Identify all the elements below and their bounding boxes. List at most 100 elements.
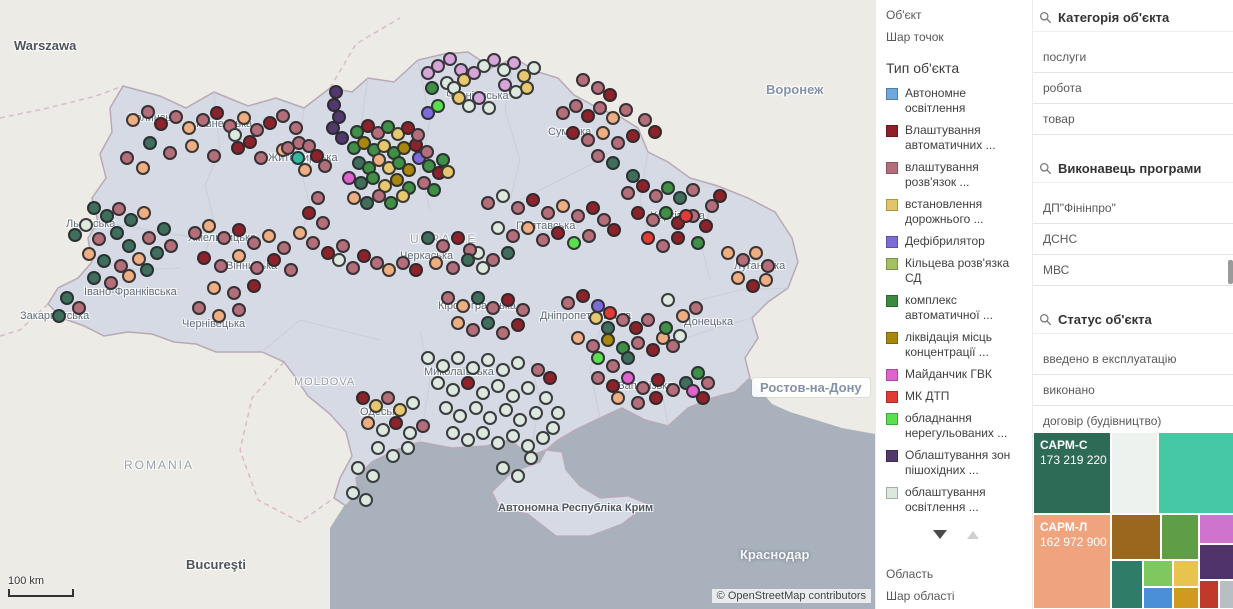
filter-value-row[interactable]: введено в експлуатацію [1033, 344, 1233, 375]
treemap-block[interactable] [1219, 580, 1233, 609]
legend-item[interactable]: встановлення дорожнього ... [886, 197, 1026, 227]
map-point[interactable] [429, 256, 443, 270]
map-point[interactable] [456, 299, 470, 313]
map-point[interactable] [441, 291, 455, 305]
map-point[interactable] [521, 381, 535, 395]
treemap-block[interactable] [1199, 544, 1233, 580]
map-point[interactable] [699, 219, 713, 233]
map-point[interactable] [551, 226, 565, 240]
map-point[interactable] [228, 128, 242, 142]
map-point[interactable] [396, 189, 410, 203]
filter-value-row[interactable]: договір (будівництво) [1033, 406, 1233, 437]
map-point[interactable] [411, 128, 425, 142]
map-point[interactable] [316, 216, 330, 230]
scroll-down-icon[interactable] [933, 530, 947, 539]
legend-item[interactable]: комплекс автоматичної ... [886, 293, 1026, 323]
map-point[interactable] [446, 261, 460, 275]
map-point[interactable] [511, 469, 525, 483]
search-icon[interactable] [1039, 162, 1052, 175]
map-point[interactable] [136, 161, 150, 175]
map-point[interactable] [611, 136, 625, 150]
map-point[interactable] [237, 111, 251, 125]
map-point[interactable] [691, 366, 705, 380]
map-point[interactable] [591, 371, 605, 385]
map-point[interactable] [629, 321, 643, 335]
legend-item[interactable]: МК ДТП [886, 389, 1026, 404]
map-point[interactable] [87, 201, 101, 215]
map-point[interactable] [87, 271, 101, 285]
map-point[interactable] [606, 111, 620, 125]
map-point[interactable] [638, 113, 652, 127]
map-point[interactable] [306, 236, 320, 250]
map-point[interactable] [591, 351, 605, 365]
map-point[interactable] [476, 386, 490, 400]
map-point[interactable] [481, 316, 495, 330]
map-point[interactable] [621, 186, 635, 200]
map-point[interactable] [372, 189, 386, 203]
map-point[interactable] [513, 413, 527, 427]
map-point[interactable] [124, 213, 138, 227]
map-point[interactable] [666, 383, 680, 397]
map-point[interactable] [120, 151, 134, 165]
map-point[interactable] [539, 391, 553, 405]
map-point[interactable] [188, 226, 202, 240]
map-point[interactable] [696, 391, 710, 405]
map-point[interactable] [705, 199, 719, 213]
map-point[interactable] [318, 159, 332, 173]
map-point[interactable] [321, 246, 335, 260]
map-point[interactable] [250, 261, 264, 275]
treemap-block[interactable]: САРМ-Л 162 972 900 [1033, 514, 1111, 609]
map-point[interactable] [586, 201, 600, 215]
map-point[interactable] [626, 129, 640, 143]
map-point[interactable] [137, 206, 151, 220]
map-point[interactable] [527, 61, 541, 75]
map-point[interactable] [506, 389, 520, 403]
map-point[interactable] [686, 183, 700, 197]
map-point[interactable] [524, 451, 538, 465]
map-point[interactable] [332, 253, 346, 267]
map-point[interactable] [616, 313, 630, 327]
treemap-block[interactable]: САРМ-С 173 219 220 [1033, 432, 1111, 514]
map-point[interactable] [576, 289, 590, 303]
map-point[interactable] [679, 209, 693, 223]
search-icon[interactable] [1039, 313, 1052, 326]
map-point[interactable] [461, 253, 475, 267]
map-point[interactable] [576, 73, 590, 87]
map-point[interactable] [370, 256, 384, 270]
map-point[interactable] [631, 396, 645, 410]
map-point[interactable] [247, 279, 261, 293]
map-point[interactable] [486, 253, 500, 267]
treemap-block[interactable] [1161, 514, 1199, 560]
map-point[interactable] [196, 113, 210, 127]
map-point[interactable] [597, 213, 611, 227]
map-point[interactable] [593, 101, 607, 115]
map-point[interactable] [461, 433, 475, 447]
map-point[interactable] [466, 361, 480, 375]
map-point[interactable] [431, 59, 445, 73]
treemap-block[interactable] [1199, 514, 1233, 544]
map-point[interactable] [659, 321, 673, 335]
map-point[interactable] [311, 191, 325, 205]
map-point[interactable] [661, 181, 675, 195]
map-point[interactable] [284, 263, 298, 277]
map-point[interactable] [543, 371, 557, 385]
map-point[interactable] [496, 461, 510, 475]
map-point[interactable] [607, 223, 621, 237]
map-point[interactable] [569, 99, 583, 113]
map-point[interactable] [671, 231, 685, 245]
map-point[interactable] [182, 121, 196, 135]
filter-value-row[interactable]: ДП"Фінінпро" [1033, 193, 1233, 224]
map-point[interactable] [126, 113, 140, 127]
map-point[interactable] [571, 331, 585, 345]
map-point[interactable] [427, 183, 441, 197]
map-point[interactable] [122, 239, 136, 253]
map-point[interactable] [641, 313, 655, 327]
map-point[interactable] [421, 351, 435, 365]
map-point[interactable] [471, 291, 485, 305]
map-point[interactable] [60, 291, 74, 305]
map-point[interactable] [491, 436, 505, 450]
map-point[interactable] [141, 105, 155, 119]
filter-value-row[interactable]: ДСНС [1033, 224, 1233, 255]
treemap-block[interactable] [1199, 580, 1219, 609]
map-point[interactable] [631, 336, 645, 350]
